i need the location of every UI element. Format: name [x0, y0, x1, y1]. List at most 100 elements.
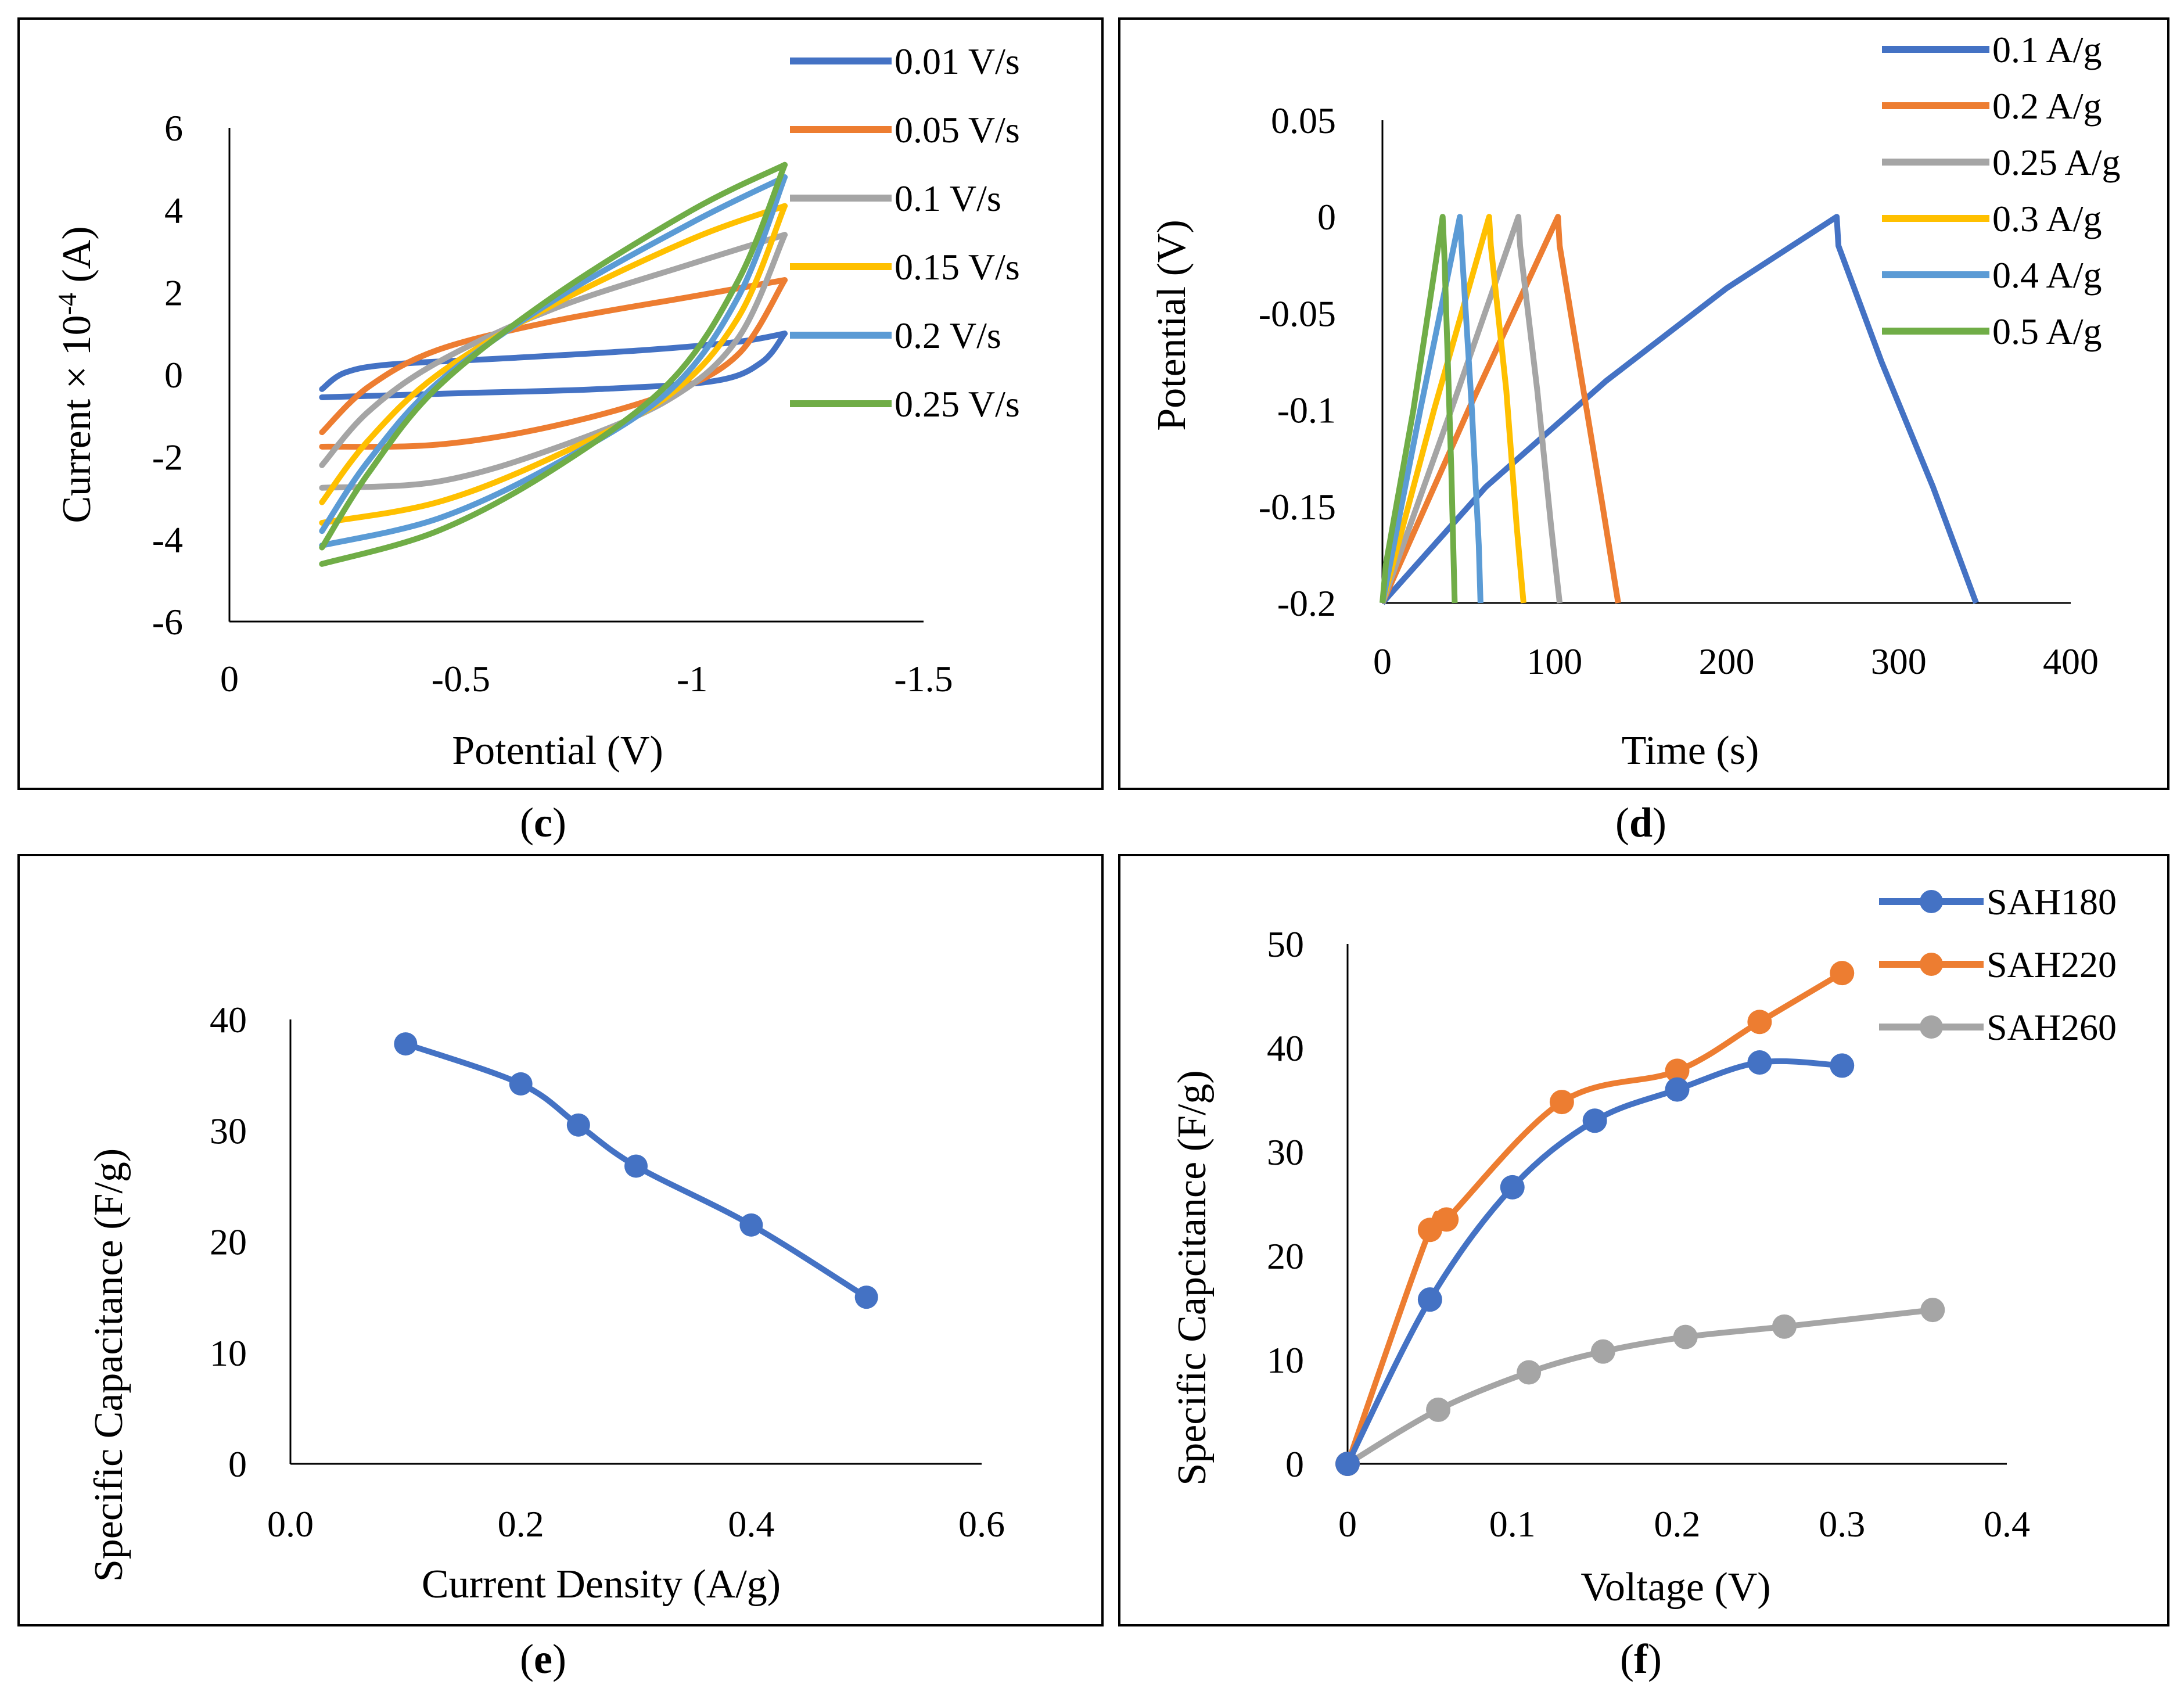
y-tick-label: -4: [152, 519, 183, 560]
series-line: [1380, 214, 1526, 604]
legend-label: 0.1 V/s: [895, 178, 1001, 219]
series-line-upper: [319, 277, 788, 436]
x-tick-label: 0: [1338, 1503, 1357, 1545]
x-tick-label: 300: [1871, 641, 1927, 682]
legend-label: 0.2 V/s: [895, 315, 1001, 356]
series-line: [1380, 214, 1458, 604]
plot-area: 0 100 200 300 400 -0.2 -0.15 -0.1 -0.05 0 0.05 0.1 …: [1259, 29, 2121, 682]
x-axis-title: Potential (V): [452, 728, 663, 773]
capacitance-vs-current-chart: 0.0 0.2 0.4 0.6 0 10 20 30 40 Current Density (A…: [17, 854, 1104, 1626]
data-point: [1417, 1287, 1442, 1312]
y-tick-label: -0.15: [1259, 486, 1336, 527]
plot-area: 0.0 0.2 0.4 0.6 0 10 20 30 40: [210, 999, 1005, 1545]
y-tick-label: -0.1: [1277, 390, 1336, 431]
data-point: [1772, 1314, 1797, 1339]
y-tick-label: -6: [152, 601, 183, 642]
y-axis-title: Potential (V): [1150, 220, 1194, 431]
y-tick-label: 20: [1267, 1236, 1304, 1277]
legend-label: 0.15 V/s: [895, 246, 1020, 288]
data-point: [1673, 1324, 1698, 1349]
series-line: [1380, 214, 1621, 605]
panel-f: 0 0.1 0.2 0.3 0.4 0 10 20 30 40 50 SAH180 SAH220 SAH2…: [1118, 854, 2169, 1626]
data-point: [1517, 1360, 1542, 1385]
data-point: [1590, 1339, 1615, 1364]
y-tick-label: 6: [164, 107, 183, 149]
y-tick-label: 0: [1317, 196, 1336, 238]
panel-c: 0 -0.5 -1 -1.5 -6 -4 -2 0 2 4 6 0.01 V/s 0.05 V/s 0.1…: [17, 17, 1104, 790]
x-tick-label: 0.2: [498, 1503, 544, 1545]
chart-frame: [1118, 17, 2169, 790]
y-tick-label: 10: [1267, 1340, 1304, 1381]
data-point: [1830, 1053, 1855, 1078]
y-tick-label: 20: [210, 1222, 247, 1263]
legend-label: 0.1 A/g: [1992, 29, 2102, 70]
data-point: [854, 1286, 878, 1309]
plot-area: 0 0.1 0.2 0.3 0.4 0 10 20 30 40 50 SAH180 SAH220 SAH2…: [1267, 881, 2117, 1545]
legend-marker: [1920, 953, 1943, 976]
x-tick-label: 100: [1526, 641, 1582, 682]
x-tick-label: 400: [2043, 641, 2099, 682]
data-point: [624, 1154, 648, 1178]
data-point: [1500, 1175, 1525, 1200]
legend-label: 0.05 V/s: [895, 109, 1020, 150]
legend-label: SAH260: [1987, 1007, 2117, 1048]
legend-label: 0.01 V/s: [895, 41, 1020, 82]
legend-label: 0.4 A/g: [1992, 254, 2102, 296]
x-tick-label: -1.5: [894, 658, 953, 699]
series-line: [1380, 214, 1979, 605]
data-point: [394, 1032, 418, 1056]
data-point: [1830, 961, 1855, 986]
chart-frame: [17, 17, 1104, 790]
data-point: [1747, 1010, 1772, 1035]
legend-label: SAH180: [1987, 881, 2117, 922]
series-line: [1380, 214, 1483, 604]
x-axis-title: Voltage (V): [1580, 1565, 1770, 1610]
y-tick-label: -2: [152, 437, 183, 478]
y-axis-title: Current × 10-4 (A): [52, 226, 99, 523]
data-point: [1747, 1050, 1772, 1075]
chart-frame: [1118, 854, 2169, 1626]
data-point: [1582, 1108, 1607, 1133]
panel-d: 0 100 200 300 400 -0.2 -0.15 -0.1 -0.05 0 0.05 0.1 …: [1118, 17, 2169, 790]
x-tick-label: 0.0: [267, 1503, 314, 1545]
caption-d: (d): [1615, 799, 1666, 846]
series-line-lower: [319, 331, 788, 400]
series-line-lower: [319, 232, 788, 491]
y-tick-label: 30: [210, 1110, 247, 1151]
y-tick-label: 0.05: [1271, 100, 1336, 141]
series-line-lower: [319, 277, 788, 450]
y-axis-title: Specific Capacitance (F/g): [87, 1148, 131, 1582]
x-tick-label: -1: [677, 658, 707, 699]
series-line: [404, 1041, 868, 1300]
y-tick-label: -0.2: [1277, 583, 1336, 624]
x-tick-label: 0.4: [1984, 1503, 2030, 1545]
series-line-lower: [319, 161, 788, 567]
y-tick-label: 10: [210, 1333, 247, 1374]
caption-c: (c): [520, 799, 566, 846]
legend-marker: [1920, 1015, 1943, 1039]
y-tick-label: 4: [164, 190, 183, 231]
caption-f: (f): [1620, 1636, 1662, 1682]
data-point: [1665, 1077, 1690, 1102]
legend-label: 0.5 A/g: [1992, 311, 2102, 352]
y-tick-label: 30: [1267, 1132, 1304, 1173]
chart-frame: [17, 854, 1104, 1626]
x-tick-label: 200: [1699, 641, 1755, 682]
y-axis-title: Specific Capcitance (F/g): [1170, 1070, 1215, 1485]
data-point: [509, 1072, 533, 1096]
legend-marker: [1920, 890, 1943, 913]
data-point: [1549, 1090, 1574, 1115]
x-axis-title: Current Density (A/g): [422, 1562, 781, 1607]
panel-e: 0.0 0.2 0.4 0.6 0 10 20 30 40 Current Density (A…: [17, 854, 1104, 1626]
caption-e: (e): [520, 1636, 566, 1682]
gcd-chart: 0 100 200 300 400 -0.2 -0.15 -0.1 -0.05 0 0.05 0.1 …: [1118, 17, 2169, 790]
y-tick-label: 0: [164, 354, 183, 396]
x-tick-label: 0: [220, 658, 239, 699]
x-tick-label: 0.4: [728, 1503, 774, 1545]
legend-label: 0.2 A/g: [1992, 85, 2102, 127]
legend-label: 0.3 A/g: [1992, 198, 2102, 239]
data-point: [1920, 1298, 1945, 1323]
y-tick-label: 0: [1285, 1444, 1304, 1485]
x-tick-label: 0.3: [1819, 1503, 1865, 1545]
x-tick-label: 0.1: [1489, 1503, 1536, 1545]
